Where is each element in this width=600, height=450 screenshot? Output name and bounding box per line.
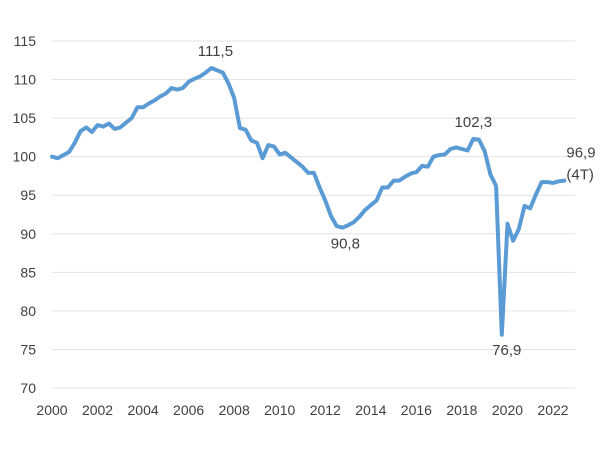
y-tick-label-105: 105 bbox=[13, 110, 37, 126]
y-tick-label-75: 75 bbox=[20, 341, 36, 357]
annotation-label: (4T) bbox=[566, 167, 594, 184]
annotation-label: 111,5 bbox=[198, 43, 233, 60]
x-tick-label-2020: 2020 bbox=[492, 402, 523, 418]
x-tick-label-2012: 2012 bbox=[310, 402, 341, 418]
x-tick-label-2004: 2004 bbox=[128, 402, 159, 418]
annotation-label: 96,9 bbox=[566, 145, 595, 162]
y-tick-label-95: 95 bbox=[20, 187, 36, 203]
x-tick-label-2010: 2010 bbox=[264, 402, 295, 418]
x-tick-label-2016: 2016 bbox=[401, 402, 432, 418]
series-layer bbox=[50, 66, 567, 337]
y-tick-label-115: 115 bbox=[14, 33, 37, 49]
y-tick-label-90: 90 bbox=[20, 226, 36, 242]
x-tick-label-2000: 2000 bbox=[36, 402, 67, 418]
annotation-label: 90,8 bbox=[331, 236, 360, 253]
x-tick-label-2018: 2018 bbox=[446, 402, 477, 418]
x-tick-label-2006: 2006 bbox=[173, 402, 204, 418]
y-axis-ticks: 70 75 80 85 90 95 100 105 110 115 bbox=[13, 33, 37, 396]
x-tick-label-2014: 2014 bbox=[355, 402, 386, 418]
y-tick-label-85: 85 bbox=[20, 264, 36, 280]
x-tick-label-2022: 2022 bbox=[537, 402, 568, 418]
annotation-label: 102,3 bbox=[455, 114, 493, 131]
annotations: 111,5 90,8 102,3 76,9 96,9 (4T) bbox=[198, 43, 596, 359]
annotation-label: 76,9 bbox=[492, 342, 521, 359]
x-tick-label-2002: 2002 bbox=[82, 402, 113, 418]
y-tick-label-110: 110 bbox=[14, 72, 37, 88]
x-tick-label-2008: 2008 bbox=[219, 402, 250, 418]
x-axis-ticks: 2000 2002 2004 2006 2008 2010 2012 2014 2016 2018… bbox=[36, 402, 568, 418]
y-tick-label-70: 70 bbox=[20, 380, 36, 396]
series-line-0 bbox=[50, 66, 567, 337]
y-tick-label-100: 100 bbox=[13, 149, 37, 165]
y-tick-label-80: 80 bbox=[20, 303, 36, 319]
gridlines bbox=[52, 40, 575, 389]
